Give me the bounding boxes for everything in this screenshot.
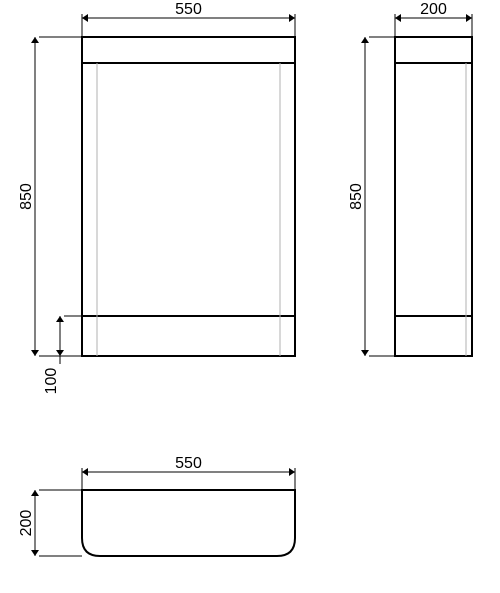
front-view-outline <box>82 37 295 356</box>
dim-label: 550 <box>175 455 202 472</box>
dim-label: 850 <box>348 183 365 210</box>
dim-label: 100 <box>43 368 60 395</box>
dim-label: 550 <box>175 1 202 18</box>
technical-drawing: 550 850 100 200 850 550 200 <box>0 0 500 593</box>
dim-label: 200 <box>420 1 447 18</box>
top-view-outline <box>82 490 295 556</box>
dim-label: 200 <box>18 510 35 537</box>
dim-label: 850 <box>18 183 35 210</box>
side-view-outline <box>395 37 472 356</box>
